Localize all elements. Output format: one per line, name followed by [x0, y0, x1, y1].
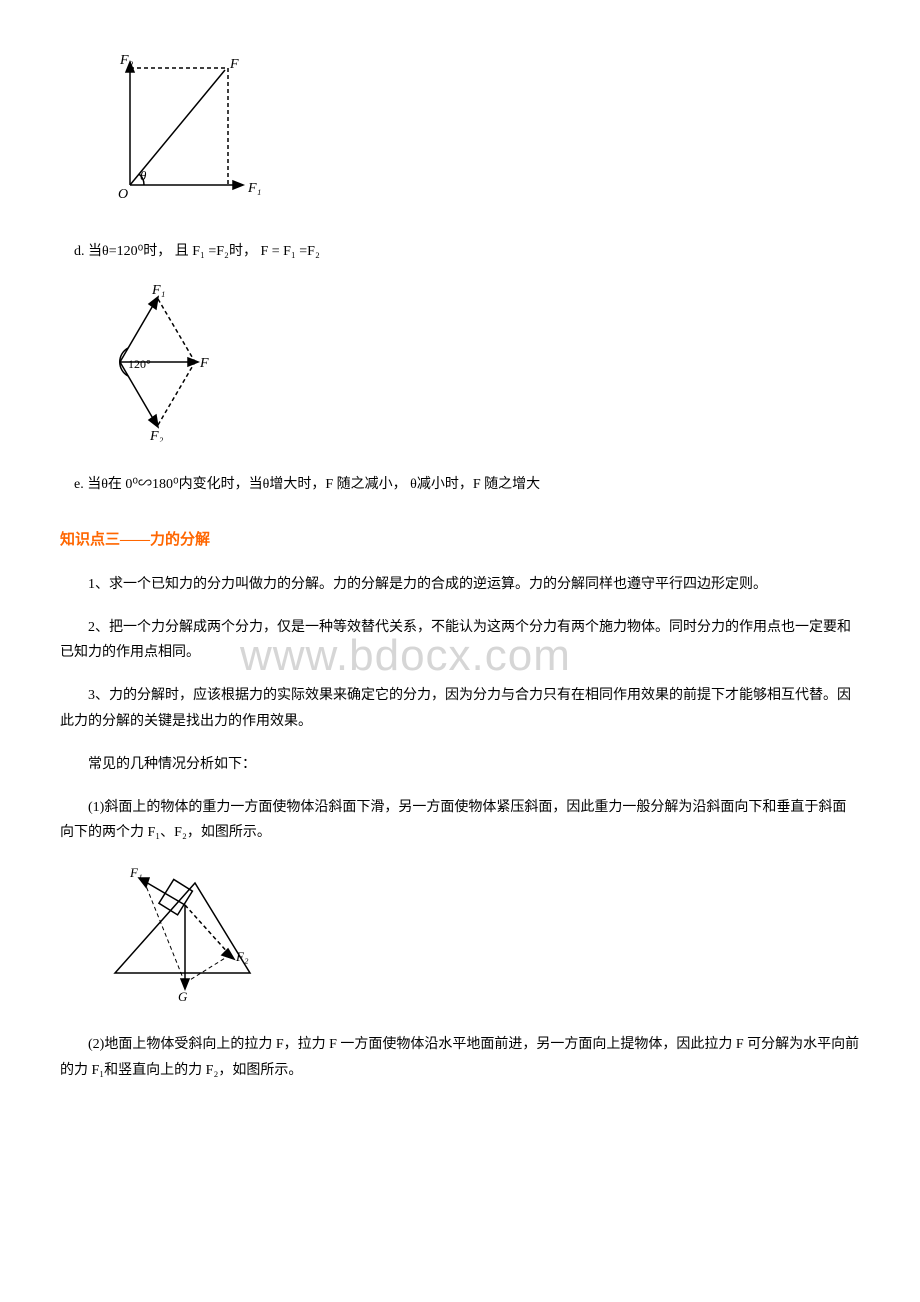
- diagram-rhombus-120: F₁ F F₂ 120°: [100, 282, 860, 451]
- label-g: G: [178, 989, 188, 1003]
- para-3-1: 1、求一个已知力的分力叫做力的分解。力的分解是力的合成的逆运算。力的分解同样也遵…: [60, 572, 860, 597]
- label-angle-120: 120°: [128, 357, 151, 371]
- label-f1: F₁: [247, 181, 261, 196]
- label-f: F: [199, 356, 209, 371]
- document-content: F₂ F O F₁ θ d. 当θ=120⁰时， 且 F₁ =F₂时， F = …: [60, 50, 860, 1083]
- label-o: O: [118, 187, 128, 202]
- para-3-3: 3、力的分解时，应该根据力的实际效果来确定它的分力，因为分力与合力只有在相同作用…: [60, 683, 860, 733]
- para-3-5: (1)斜面上的物体的重力一方面使物体沿斜面下滑，另一方面使物体紧压斜面，因此重力…: [60, 795, 860, 845]
- item-e: e. 当θ在 0⁰∽180⁰内变化时，当θ增大时，F 随之减小， θ减小时，F …: [60, 472, 860, 497]
- label-f2: F₂: [235, 949, 249, 964]
- diagram-inclined-plane: F₁ F₂ G: [100, 863, 860, 1012]
- diagram-parallelogram-90: F₂ F O F₁ θ: [100, 50, 860, 219]
- para-3-4: 常见的几种情况分析如下：: [60, 752, 860, 777]
- label-f2: F₂: [119, 53, 134, 68]
- label-f1: F₁: [129, 865, 142, 880]
- label-f: F: [229, 57, 239, 72]
- para-3-2: 2、把一个力分解成两个分力，仅是一种等效替代关系，不能认为这两个分力有两个施力物…: [60, 615, 860, 665]
- item-d: d. 当θ=120⁰时， 且 F₁ =F₂时， F = F₁ =F₂: [60, 239, 860, 264]
- para-3-6: (2)地面上物体受斜向上的拉力 F，拉力 F 一方面使物体沿水平地面前进，另一方…: [60, 1032, 860, 1082]
- section-heading-3: 知识点三——力的分解: [60, 527, 860, 554]
- label-f2: F₂: [149, 429, 164, 442]
- label-theta: θ: [140, 168, 147, 183]
- label-f1: F₁: [151, 283, 165, 298]
